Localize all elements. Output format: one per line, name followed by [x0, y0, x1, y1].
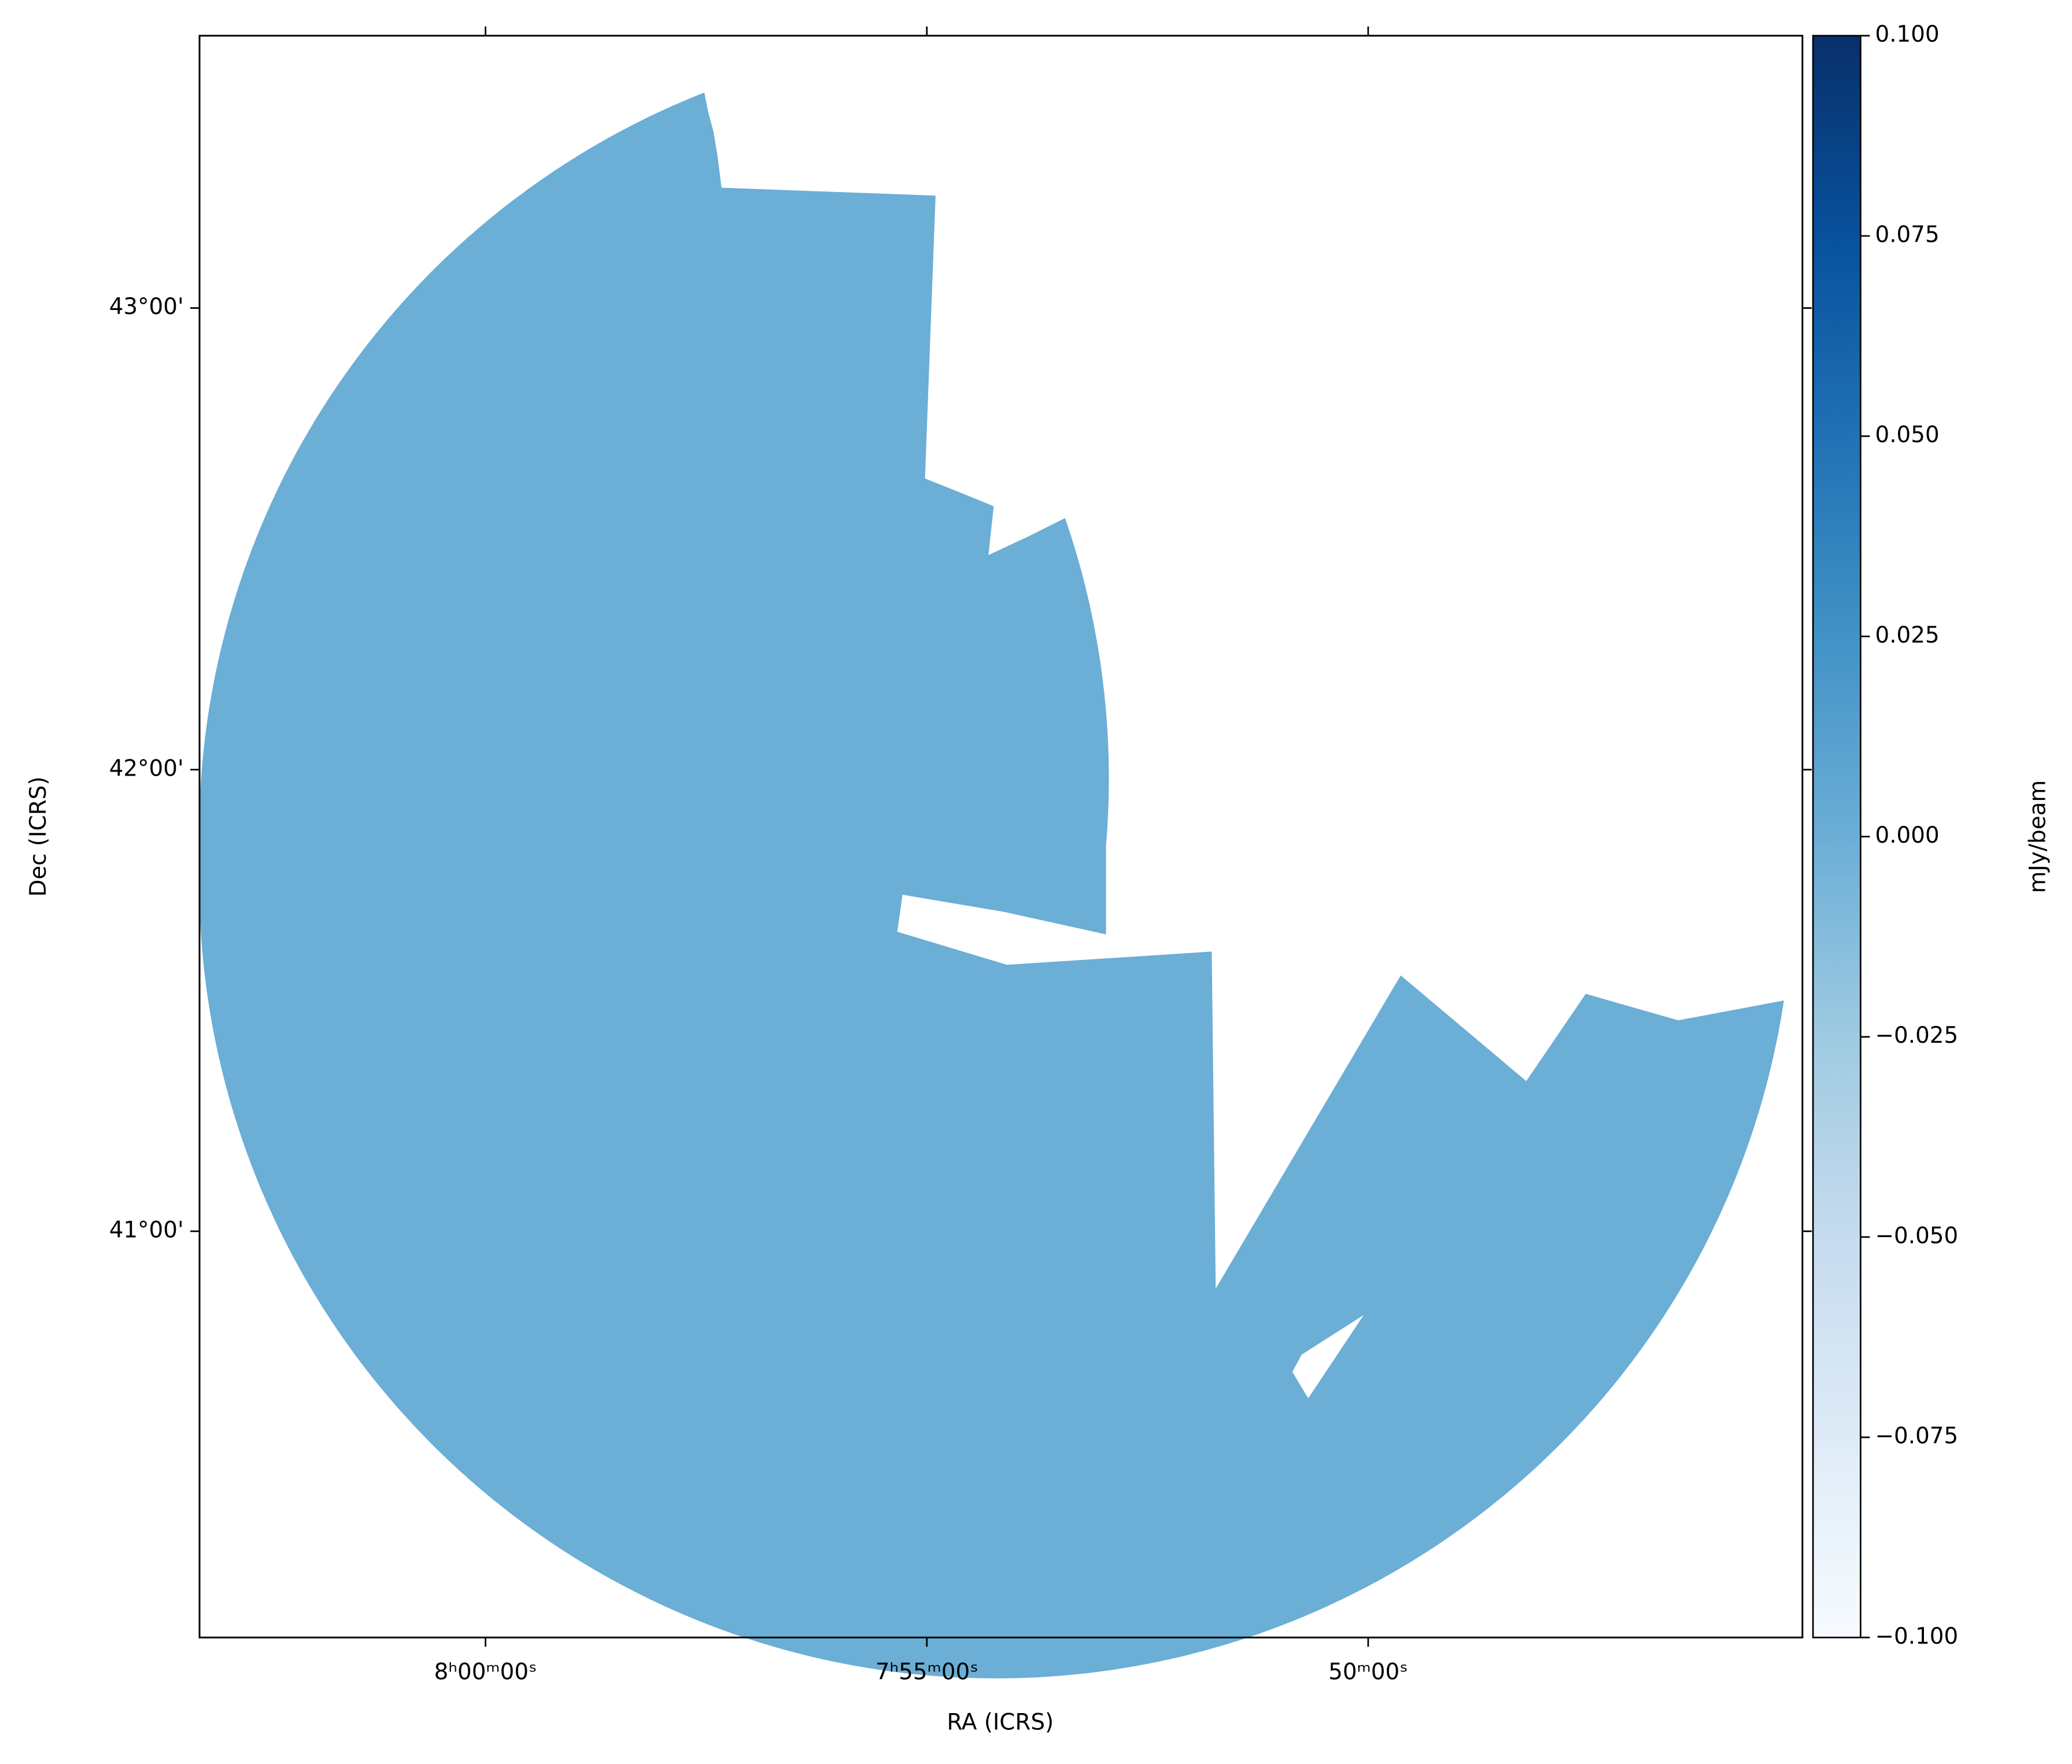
sky-image	[199, 93, 1784, 1678]
y-axis-label: Dec (ICRS)	[25, 777, 51, 897]
y-tick-label: 42°00'	[109, 755, 184, 781]
x-tick-label: 7ʰ55ᵐ00ˢ	[876, 1659, 978, 1685]
x-tick-label: 8ʰ00ᵐ00ˢ	[434, 1659, 537, 1685]
y-tick-label: 43°00'	[109, 294, 184, 320]
x-axis-label: RA (ICRS)	[947, 1709, 1054, 1735]
colorbar-tick-label: 0.100	[1875, 21, 1940, 47]
colorbar-tick-label: −0.075	[1875, 1423, 1959, 1449]
colorbar-tick-label: 0.075	[1875, 222, 1940, 248]
colorbar-tick-label: −0.025	[1875, 1023, 1959, 1049]
colorbar-tick-label: −0.050	[1875, 1223, 1959, 1249]
y-tick-label: 41°00'	[109, 1217, 184, 1243]
colorbar	[1812, 35, 1862, 1638]
colorbar-tick-label: 0.050	[1875, 422, 1940, 448]
colorbar-tick-label: 0.000	[1875, 822, 1940, 848]
plot-frame	[198, 35, 1804, 1638]
sky-gap	[1292, 1315, 1364, 1398]
colorbar-tick-label: −0.100	[1875, 1623, 1959, 1649]
x-tick-label: 50ᵐ00ˢ	[1328, 1659, 1408, 1685]
colorbar-tick-label: 0.025	[1875, 622, 1940, 648]
colorbar-label: mJy/beam	[2025, 780, 2051, 894]
